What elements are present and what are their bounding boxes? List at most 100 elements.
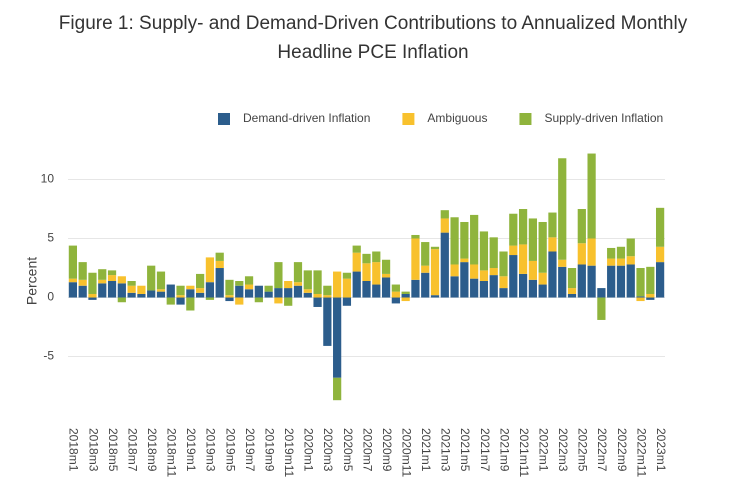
bar	[362, 253, 371, 264]
bar	[470, 264, 479, 279]
bar	[362, 281, 371, 298]
bar	[117, 283, 126, 298]
x-tick-label: 2021m1	[419, 428, 433, 472]
bar	[225, 295, 234, 298]
bar	[646, 297, 655, 300]
bar	[391, 297, 400, 304]
y-tick-label: -5	[43, 349, 54, 363]
x-tick-label: 2019m7	[243, 428, 257, 472]
bar	[254, 285, 263, 298]
bar	[78, 262, 87, 280]
bar	[626, 264, 635, 298]
bar	[538, 284, 547, 298]
bar	[333, 297, 342, 378]
bar	[284, 288, 293, 298]
bar	[607, 265, 616, 298]
legend-swatch	[218, 113, 230, 125]
bar	[528, 279, 537, 298]
x-tick-label: 2021m11	[517, 428, 531, 477]
bar	[577, 209, 586, 244]
bar	[147, 290, 156, 298]
x-tick-label: 2018m3	[86, 428, 100, 472]
bar	[303, 270, 312, 290]
x-tick-label: 2021m9	[497, 428, 511, 472]
bar	[333, 271, 342, 298]
bar	[293, 262, 303, 283]
bar	[244, 284, 254, 290]
legend-swatch	[402, 113, 415, 125]
bar	[460, 262, 469, 298]
x-tick-label: 2020m9	[380, 428, 394, 472]
bar	[421, 265, 430, 273]
bar	[313, 297, 322, 307]
bar	[655, 246, 665, 263]
bar	[597, 288, 606, 298]
x-tick-label: 2018m5	[106, 428, 120, 472]
bar	[68, 245, 78, 279]
bar	[401, 291, 410, 294]
bar	[186, 297, 195, 311]
chart-title: Headline PCE Inflation	[277, 42, 468, 63]
bar	[352, 245, 361, 253]
bar	[411, 234, 420, 239]
bar	[98, 269, 107, 280]
bar	[88, 272, 97, 294]
bar	[577, 243, 586, 265]
bar	[509, 245, 518, 256]
bar	[293, 282, 303, 286]
bar	[391, 284, 400, 292]
legend-label: Ambiguous	[427, 111, 487, 125]
bar	[440, 232, 449, 298]
x-tick-label: 2021m5	[458, 428, 472, 472]
x-tick-label: 2018m9	[145, 428, 159, 472]
bar	[479, 281, 489, 298]
bar	[215, 260, 224, 269]
bar	[68, 278, 78, 283]
bar	[205, 257, 215, 283]
bar	[499, 251, 508, 277]
bar	[616, 246, 626, 259]
bar	[440, 218, 449, 233]
y-tick-label: 0	[47, 290, 54, 304]
bar	[323, 295, 332, 298]
bar	[225, 279, 234, 296]
bar	[147, 265, 156, 291]
bar	[567, 288, 577, 294]
bar	[342, 278, 352, 298]
x-tick-label: 2023m1	[654, 428, 668, 472]
bar	[421, 242, 430, 266]
bar	[117, 297, 126, 303]
bar	[518, 244, 528, 274]
bar	[342, 297, 352, 306]
x-tick-label: 2020m5	[341, 428, 355, 472]
bar	[215, 252, 224, 261]
x-tick-label: 2022m1	[536, 428, 550, 472]
bar	[156, 271, 166, 290]
bar	[479, 270, 489, 281]
bar	[538, 221, 547, 273]
x-tick-label: 2020m3	[321, 428, 335, 472]
bar	[636, 297, 645, 302]
bar	[68, 282, 78, 298]
bar	[430, 246, 440, 250]
x-tick-label: 2020m7	[360, 428, 374, 472]
legend-swatch	[519, 113, 532, 125]
bar	[499, 288, 508, 298]
bar	[176, 295, 185, 298]
x-tick-label: 2018m11	[165, 428, 179, 477]
bar	[411, 238, 420, 280]
bar	[205, 282, 215, 298]
bar	[186, 285, 195, 290]
bar	[460, 258, 469, 263]
bar	[509, 255, 518, 298]
bar	[587, 238, 596, 266]
bar	[342, 272, 352, 279]
bar	[303, 292, 312, 298]
bar	[518, 209, 528, 245]
x-tick-label: 2022m3	[556, 428, 570, 472]
bar	[460, 221, 469, 259]
y-tick-label: 10	[41, 172, 55, 186]
bar	[548, 212, 557, 238]
bar	[137, 285, 146, 294]
